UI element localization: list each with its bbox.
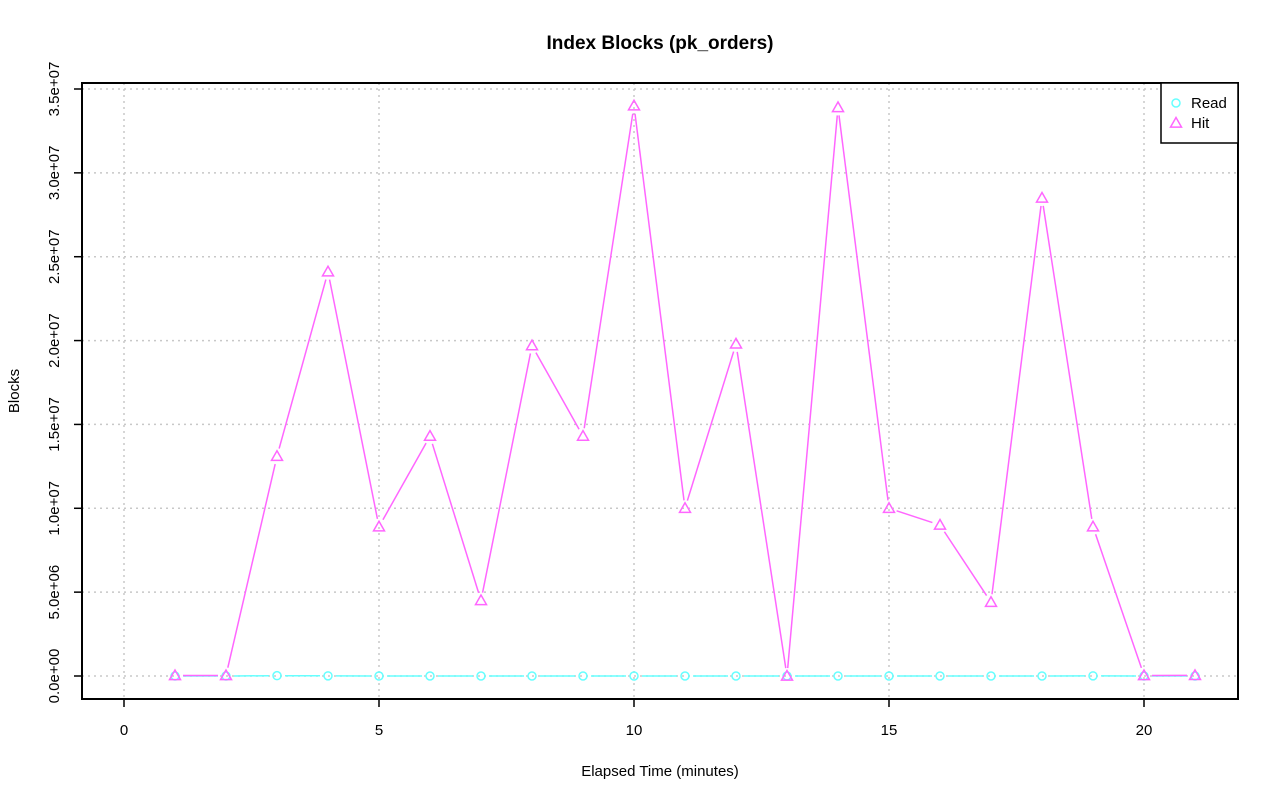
series-hit-point	[780, 668, 794, 681]
series-read-point	[527, 671, 537, 681]
series-read-point	[425, 671, 435, 681]
series-read-point	[1088, 671, 1098, 681]
series-hit-segment	[535, 352, 580, 430]
legend-box	[1160, 82, 1239, 144]
series-hit-point	[219, 668, 233, 681]
x-axis: 0 5 10 15 20	[120, 699, 1153, 739]
series-hit-point	[627, 98, 641, 111]
grid-layer	[82, 83, 1238, 699]
series-hit-point	[1035, 191, 1049, 203]
series-read-point	[680, 671, 690, 681]
x-tick-label: 0	[120, 722, 128, 739]
series-hit-segment	[991, 205, 1042, 595]
series-hit-segment	[943, 531, 988, 596]
series-read-point	[323, 671, 333, 681]
series-hit-point	[1188, 668, 1202, 681]
legend-marker-hit	[1169, 115, 1183, 128]
chart-title: Index Blocks (pk_orders)	[546, 33, 773, 54]
series-read-point	[629, 671, 639, 681]
series-hit-segment	[278, 279, 327, 449]
series-read-point	[986, 671, 996, 681]
series-hit-point	[321, 264, 335, 277]
series-hit-point	[372, 519, 386, 532]
series-read-point	[374, 671, 384, 681]
series-hit-point	[882, 501, 896, 514]
y-tick-label: 2.0e+07	[46, 313, 63, 368]
series-hit-point	[729, 336, 743, 349]
series-hit-segment	[686, 351, 735, 501]
legend-label-read: Read	[1191, 95, 1227, 112]
legend-label-hit: Hit	[1191, 115, 1210, 132]
series-hit-segment	[227, 463, 276, 668]
series-read-point	[1037, 671, 1047, 681]
x-tick-label: 5	[375, 722, 383, 739]
series-hit-point	[576, 429, 590, 442]
legend: Read Hit	[1160, 82, 1239, 144]
y-tick-label: 3.0e+07	[46, 146, 63, 201]
y-axis: 0.0e+00 5.0e+06 1.0e+07 1.5e+07 2.0e+07 2.5e+…	[46, 62, 82, 704]
series-hit-point	[525, 338, 539, 351]
series-read-point	[272, 670, 282, 681]
series-hit-point	[474, 593, 488, 606]
series-hit-point	[984, 595, 998, 608]
series-read-point	[578, 671, 588, 681]
series-hit	[168, 98, 1202, 681]
y-tick-label: 3.5e+07	[46, 62, 63, 117]
series-hit-segment	[382, 442, 427, 521]
series-hit-point	[831, 100, 845, 113]
series-hit-segment	[481, 353, 532, 593]
series-read	[170, 670, 1200, 681]
series-hit-point	[168, 668, 182, 681]
series-hit-point	[1137, 668, 1151, 681]
series-hit-point	[423, 429, 437, 442]
series-read-point	[935, 671, 945, 681]
series-hit-segment	[786, 115, 839, 669]
series-read-point	[884, 671, 894, 681]
y-tick-label: 5.0e+06	[46, 565, 63, 620]
x-axis-title: Elapsed Time (minutes)	[581, 763, 739, 780]
series-hit-point	[678, 501, 692, 514]
x-tick-label: 15	[881, 722, 898, 739]
series-hit-point	[270, 449, 284, 462]
y-tick-label: 0.0e+00	[46, 649, 63, 704]
y-tick-label: 1.0e+07	[46, 481, 63, 536]
series-hit-segment	[896, 510, 933, 524]
series-hit-segment	[1094, 534, 1143, 669]
y-tick-label: 2.5e+07	[46, 229, 63, 284]
series-read-point	[833, 671, 843, 681]
legend-items: Read Hit	[1169, 95, 1227, 132]
series-hit-segment	[634, 113, 685, 501]
series-read-point	[476, 671, 486, 681]
series-hit-segment	[1042, 205, 1093, 519]
plot-frame	[81, 82, 1239, 700]
series-hit-segment	[736, 351, 787, 669]
series-hit-segment	[583, 113, 634, 429]
series-hit-point	[1086, 519, 1100, 532]
x-tick-label: 10	[626, 722, 643, 739]
y-axis-title: Blocks	[6, 369, 23, 413]
series-hit-segment	[838, 115, 889, 501]
series-read-point	[731, 671, 741, 681]
series-layer	[168, 98, 1202, 681]
series-hit-segment	[328, 279, 379, 520]
x-tick-label: 20	[1136, 722, 1153, 739]
legend-marker-read	[1171, 98, 1181, 108]
y-tick-label: 1.5e+07	[46, 397, 63, 452]
series-hit-segment	[431, 443, 480, 594]
series-hit-point	[933, 518, 947, 530]
